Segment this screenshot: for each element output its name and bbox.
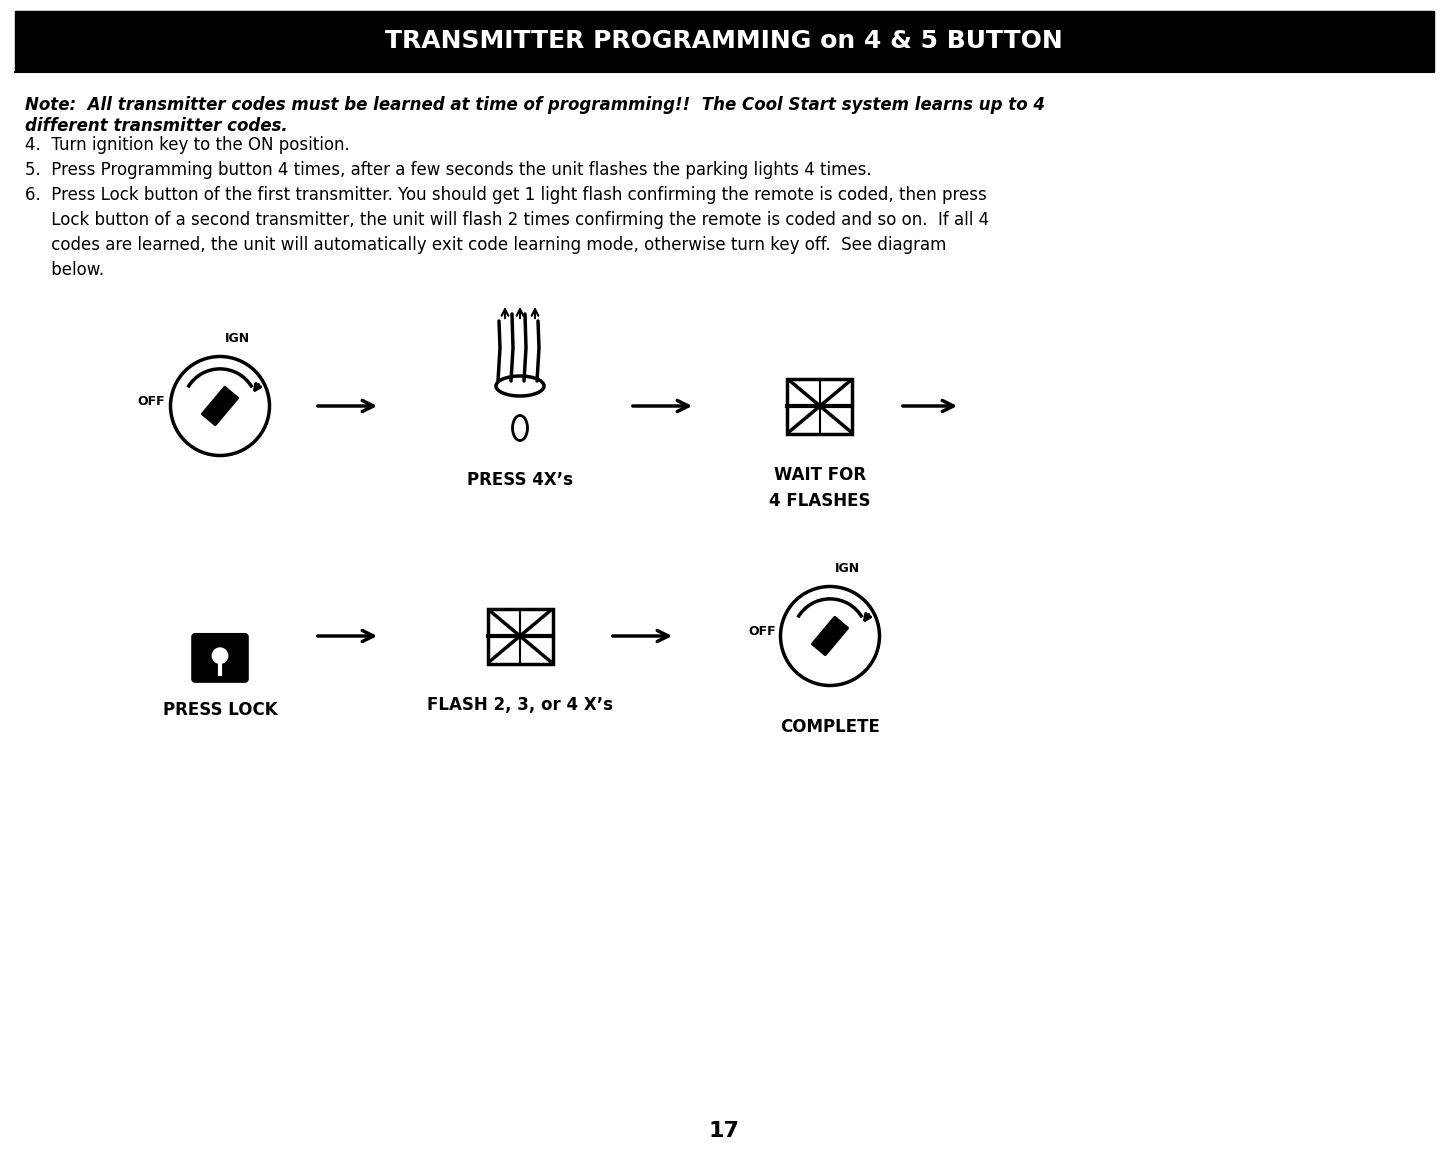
Text: 6.  Press Lock button of the first transmitter. You should get 1 light flash con: 6. Press Lock button of the first transm…	[25, 186, 990, 279]
FancyBboxPatch shape	[193, 633, 248, 682]
Text: IGN: IGN	[835, 562, 861, 575]
Text: 4.  Turn ignition key to the ON position.: 4. Turn ignition key to the ON position.	[25, 136, 349, 154]
Text: FLASH 2, 3, or 4 X’s: FLASH 2, 3, or 4 X’s	[427, 696, 613, 714]
Text: COMPLETE: COMPLETE	[780, 718, 880, 736]
Circle shape	[213, 649, 227, 664]
Ellipse shape	[513, 415, 527, 440]
Text: 5.  Press Programming button 4 times, after a few seconds the unit flashes the p: 5. Press Programming button 4 times, aft…	[25, 161, 872, 179]
Text: Note:  All transmitter codes must be learned at time of programming!!  The Cool : Note: All transmitter codes must be lear…	[25, 96, 1045, 135]
Bar	[14, 12, 1435, 71]
Ellipse shape	[496, 376, 543, 397]
Text: OFF: OFF	[748, 624, 775, 637]
Text: IGN: IGN	[225, 332, 251, 344]
Bar	[487, 608, 552, 664]
FancyBboxPatch shape	[811, 616, 848, 655]
Text: 17: 17	[709, 1121, 739, 1141]
FancyBboxPatch shape	[201, 386, 238, 425]
Text: TRANSMITTER PROGRAMMING on 4 & 5 BUTTON: TRANSMITTER PROGRAMMING on 4 & 5 BUTTON	[385, 29, 1064, 53]
Text: WAIT FOR
4 FLASHES: WAIT FOR 4 FLASHES	[769, 466, 871, 511]
Bar	[787, 378, 852, 434]
Text: PRESS LOCK: PRESS LOCK	[162, 701, 277, 719]
Text: PRESS 4X’s: PRESS 4X’s	[467, 470, 572, 489]
Text: OFF: OFF	[138, 394, 165, 408]
